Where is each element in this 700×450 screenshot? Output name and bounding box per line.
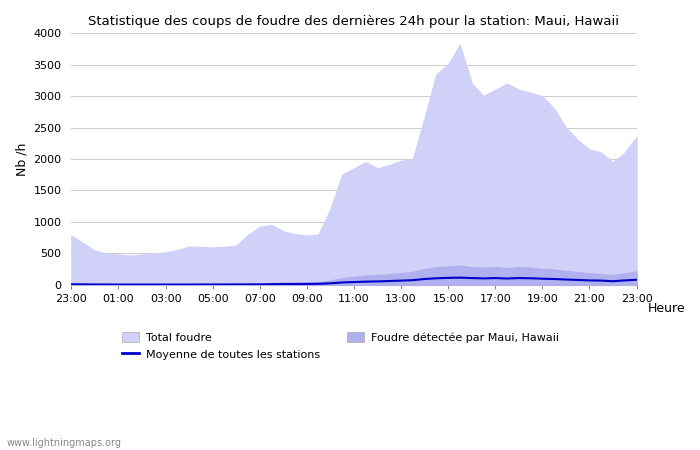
Title: Statistique des coups de foudre des dernières 24h pour la station: Maui, Hawaii: Statistique des coups de foudre des dern… — [88, 15, 620, 28]
Legend: Total foudre, Moyenne de toutes les stations, Foudre détectée par Maui, Hawaii: Total foudre, Moyenne de toutes les stat… — [122, 333, 559, 360]
Y-axis label: Nb /h: Nb /h — [15, 142, 28, 176]
Text: www.lightningmaps.org: www.lightningmaps.org — [7, 438, 122, 448]
Text: Heure: Heure — [648, 302, 685, 315]
